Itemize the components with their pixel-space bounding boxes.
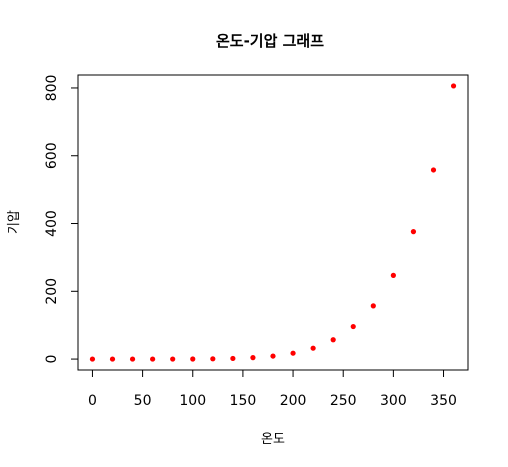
x-axis-label: 온도: [261, 432, 285, 447]
x-axis-tick-label: 300: [380, 393, 407, 409]
data-point: [370, 303, 376, 309]
data-point: [150, 356, 156, 362]
data-point: [290, 350, 296, 356]
chart-title: 온도-기압 그래프: [216, 32, 324, 50]
y-axis-tick-label: 600: [44, 142, 60, 169]
x-axis-tick-label: 350: [430, 393, 457, 409]
plot-frame: [77, 74, 469, 371]
y-axis-tick-label: 400: [44, 210, 60, 237]
data-point: [450, 83, 457, 89]
data-point: [89, 356, 96, 362]
data-point: [310, 345, 316, 351]
y-axis-tick-label: 200: [44, 278, 60, 305]
data-points: [89, 83, 457, 362]
data-point: [390, 272, 396, 278]
x-axis: 0 50 100 150 200 250 300 350: [88, 369, 457, 409]
data-point: [270, 353, 276, 359]
y-axis-label: 기압: [7, 210, 22, 234]
x-axis-tick-label: 200: [280, 393, 307, 409]
x-axis-tick-label: 100: [179, 393, 206, 409]
data-point: [410, 229, 417, 235]
x-axis-tick-label: 0: [88, 393, 97, 409]
data-point: [430, 167, 437, 173]
x-axis-tick-label: 250: [330, 393, 357, 409]
x-axis-tick-label: 50: [134, 393, 152, 409]
data-point: [350, 323, 356, 330]
y-axis-tick-label: 0: [44, 355, 60, 364]
data-point: [190, 356, 196, 362]
data-point: [230, 355, 236, 362]
data-point: [250, 355, 256, 361]
x-axis-tick-label: 150: [230, 393, 257, 409]
data-point: [170, 356, 176, 362]
data-point: [109, 356, 116, 362]
y-axis-tick-label: 800: [44, 75, 60, 102]
data-point: [210, 356, 216, 362]
data-point: [129, 356, 136, 362]
data-point: [330, 337, 336, 343]
y-axis: 0 200 400 600 800: [44, 75, 79, 364]
